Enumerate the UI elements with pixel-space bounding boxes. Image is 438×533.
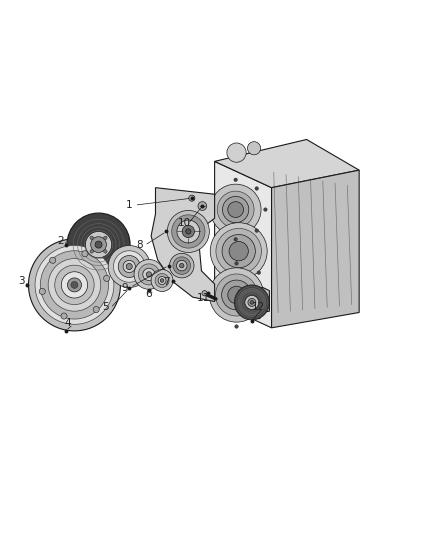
Circle shape bbox=[186, 229, 191, 234]
Circle shape bbox=[93, 306, 99, 312]
Circle shape bbox=[257, 271, 261, 274]
Circle shape bbox=[248, 298, 256, 306]
Circle shape bbox=[227, 143, 246, 162]
Circle shape bbox=[113, 251, 145, 282]
Circle shape bbox=[108, 246, 150, 287]
Circle shape bbox=[198, 201, 207, 211]
Circle shape bbox=[123, 260, 135, 273]
Circle shape bbox=[155, 273, 169, 287]
Circle shape bbox=[257, 316, 261, 319]
Circle shape bbox=[91, 237, 106, 253]
Circle shape bbox=[255, 229, 258, 232]
Circle shape bbox=[229, 241, 248, 261]
Text: 7: 7 bbox=[163, 277, 170, 287]
Circle shape bbox=[238, 288, 266, 317]
Polygon shape bbox=[215, 140, 359, 188]
Text: 5: 5 bbox=[102, 302, 109, 312]
Circle shape bbox=[266, 293, 270, 297]
Circle shape bbox=[67, 213, 130, 276]
Circle shape bbox=[235, 325, 238, 328]
Circle shape bbox=[235, 262, 238, 265]
Circle shape bbox=[180, 263, 184, 268]
Circle shape bbox=[104, 236, 107, 239]
Circle shape bbox=[28, 239, 120, 331]
Text: 3: 3 bbox=[18, 276, 25, 286]
Text: 8: 8 bbox=[136, 240, 143, 251]
Circle shape bbox=[170, 253, 194, 278]
Circle shape bbox=[55, 265, 94, 304]
Circle shape bbox=[228, 286, 245, 304]
Circle shape bbox=[189, 195, 195, 201]
Text: 4: 4 bbox=[64, 318, 71, 328]
Circle shape bbox=[61, 272, 88, 298]
Circle shape bbox=[90, 249, 93, 253]
Circle shape bbox=[48, 259, 101, 311]
Text: 6: 6 bbox=[145, 289, 152, 298]
Circle shape bbox=[85, 231, 112, 258]
Circle shape bbox=[209, 268, 264, 322]
Text: 9: 9 bbox=[121, 284, 128, 293]
Circle shape bbox=[234, 178, 237, 182]
Circle shape bbox=[255, 187, 258, 190]
Circle shape bbox=[151, 270, 173, 292]
Circle shape bbox=[143, 268, 155, 280]
Text: 2: 2 bbox=[57, 236, 64, 246]
Polygon shape bbox=[272, 170, 359, 328]
Circle shape bbox=[146, 272, 152, 277]
Circle shape bbox=[241, 292, 262, 313]
Circle shape bbox=[223, 197, 249, 223]
Circle shape bbox=[210, 223, 267, 280]
Circle shape bbox=[202, 290, 207, 296]
Circle shape bbox=[216, 229, 261, 274]
Circle shape bbox=[215, 274, 258, 316]
Circle shape bbox=[134, 260, 164, 289]
Circle shape bbox=[67, 278, 81, 292]
Circle shape bbox=[158, 277, 166, 285]
Circle shape bbox=[61, 313, 67, 319]
Polygon shape bbox=[151, 188, 215, 302]
Circle shape bbox=[210, 184, 261, 235]
Circle shape bbox=[104, 276, 110, 281]
Circle shape bbox=[222, 235, 255, 268]
Text: 1: 1 bbox=[126, 200, 133, 210]
Circle shape bbox=[234, 285, 269, 320]
Circle shape bbox=[167, 211, 209, 253]
Circle shape bbox=[250, 301, 254, 304]
Circle shape bbox=[49, 257, 56, 263]
Circle shape bbox=[172, 215, 205, 248]
Polygon shape bbox=[215, 161, 272, 328]
Circle shape bbox=[35, 246, 114, 324]
Circle shape bbox=[264, 208, 267, 211]
Circle shape bbox=[177, 220, 200, 243]
Text: 10: 10 bbox=[177, 217, 191, 228]
Circle shape bbox=[95, 241, 102, 248]
Circle shape bbox=[234, 238, 237, 241]
Circle shape bbox=[222, 280, 251, 310]
Circle shape bbox=[177, 260, 187, 271]
Circle shape bbox=[173, 257, 191, 274]
Polygon shape bbox=[239, 287, 269, 316]
Circle shape bbox=[217, 191, 254, 228]
Circle shape bbox=[90, 236, 93, 239]
Circle shape bbox=[138, 264, 159, 285]
Circle shape bbox=[247, 142, 261, 155]
Circle shape bbox=[126, 263, 132, 270]
Circle shape bbox=[82, 251, 88, 257]
Text: 11: 11 bbox=[197, 293, 210, 303]
Text: 12: 12 bbox=[252, 302, 265, 312]
Circle shape bbox=[160, 279, 164, 282]
Circle shape bbox=[118, 255, 140, 278]
Circle shape bbox=[71, 281, 78, 288]
Circle shape bbox=[40, 251, 109, 319]
Circle shape bbox=[182, 225, 194, 238]
Circle shape bbox=[228, 201, 244, 217]
Circle shape bbox=[104, 249, 107, 253]
Circle shape bbox=[245, 295, 259, 310]
Circle shape bbox=[39, 288, 45, 295]
